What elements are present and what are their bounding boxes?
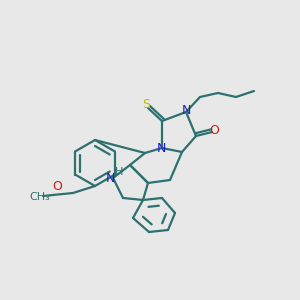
Text: N: N: [156, 142, 166, 154]
Text: H: H: [115, 167, 123, 177]
Text: O: O: [209, 124, 219, 137]
Text: CH₃: CH₃: [30, 192, 50, 202]
Text: O: O: [52, 181, 62, 194]
Text: S: S: [142, 98, 150, 112]
Text: N: N: [181, 104, 191, 118]
Text: N: N: [105, 172, 115, 184]
